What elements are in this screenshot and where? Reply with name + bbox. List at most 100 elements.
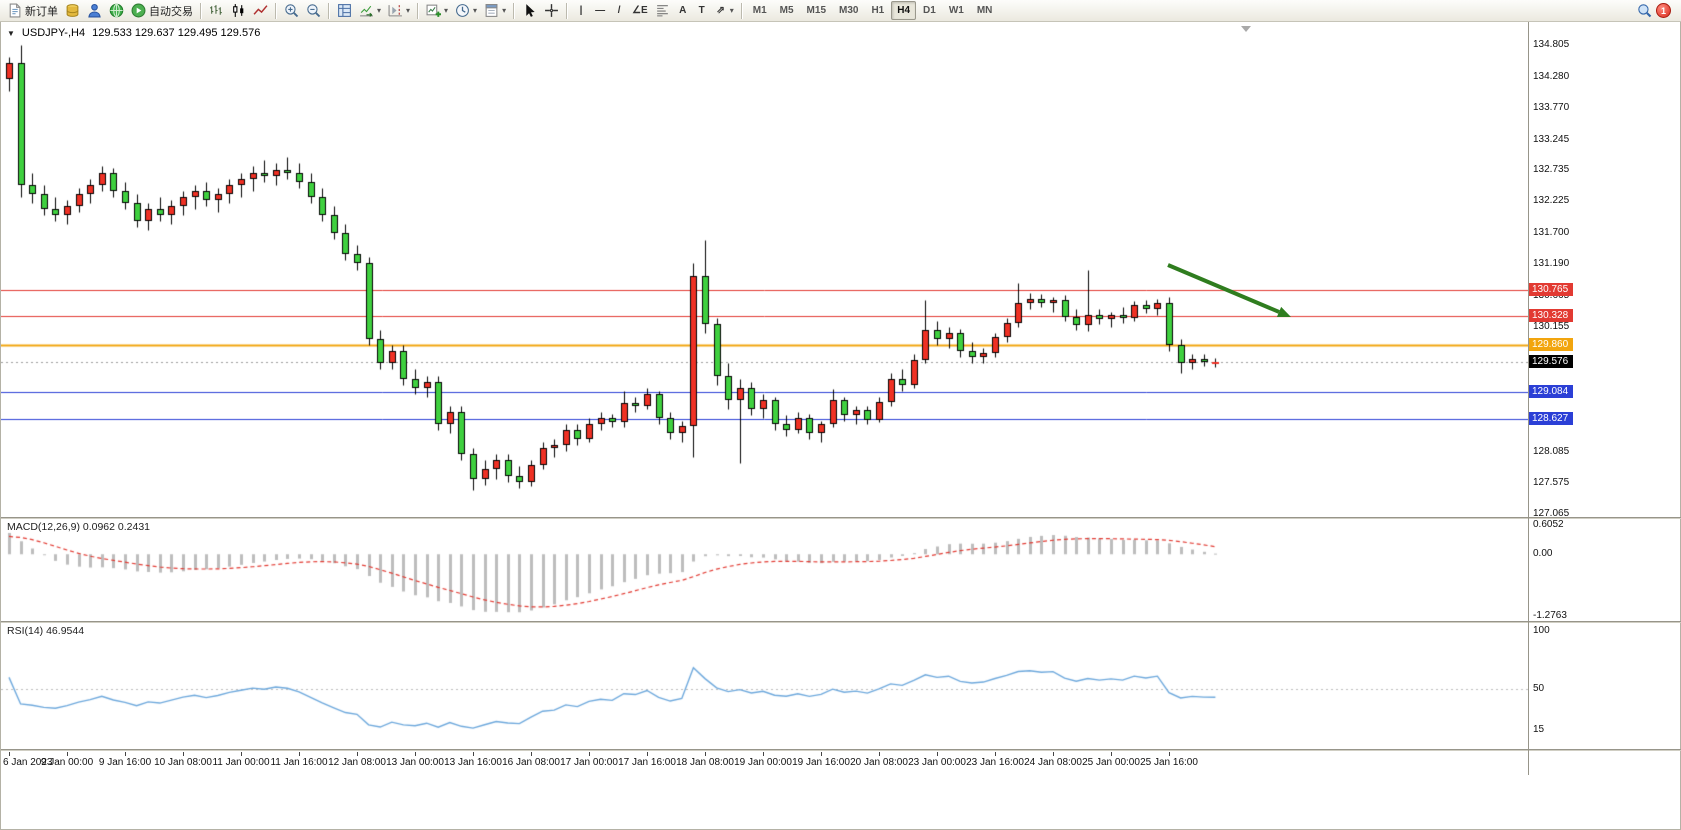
search-button[interactable]: [1634, 1, 1655, 21]
rsi-panel-canvas[interactable]: [1, 623, 1528, 749]
chart-shift-button[interactable]: ▾: [385, 1, 413, 21]
time-axis-label: 11 Jan 00:00: [212, 757, 270, 768]
time-axis-label: 9 Jan 00:00: [40, 757, 94, 768]
cursor-icon: [526, 4, 535, 17]
price-level-badge: 129.576: [1529, 355, 1573, 368]
toolbar-separator: [328, 2, 330, 19]
timeframe-m1-button[interactable]: M1: [752, 5, 767, 16]
chart-shift-marker-icon[interactable]: [1241, 26, 1251, 32]
zoom-out-button[interactable]: [303, 1, 324, 21]
time-axis-tick: [879, 752, 880, 756]
rsi-axis-tick: 15: [1533, 724, 1545, 735]
price-chart-canvas[interactable]: [1, 24, 1528, 517]
horizontal-line-button-glyph: —: [595, 5, 606, 16]
dropdown-caret-icon[interactable]: ▾: [406, 6, 411, 15]
zoom-out-icon: [307, 4, 321, 18]
bars-icon: [210, 5, 222, 15]
price-axis-tick: 132.225: [1533, 195, 1570, 206]
chart-windows-button[interactable]: [62, 1, 83, 21]
grid-icon: [338, 4, 351, 17]
text-label-button[interactable]: T: [693, 1, 711, 21]
timeframe-h1-button[interactable]: H1: [871, 5, 885, 16]
ohlc-values: 129.533 129.637 129.495 129.576: [92, 27, 261, 39]
candlestick-chart-button[interactable]: [228, 1, 249, 21]
community-button[interactable]: [106, 1, 127, 21]
periods-button[interactable]: ▾: [452, 1, 480, 21]
scroll-icon: [360, 5, 373, 17]
time-axis-label: 25 Jan 00:00: [1082, 757, 1140, 768]
dropdown-caret-icon[interactable]: ▾: [473, 6, 478, 15]
time-axis-label: 19 Jan 16:00: [792, 757, 850, 768]
dropdown-caret-icon[interactable]: ▾: [729, 6, 734, 15]
timeframe-h4-button[interactable]: H4: [891, 1, 917, 20]
time-axis-label: 17 Jan 16:00: [618, 757, 676, 768]
template-icon: [485, 4, 498, 17]
text-button[interactable]: A: [674, 1, 692, 21]
macd-panel-canvas[interactable]: [1, 519, 1528, 621]
dropdown-caret-icon[interactable]: ▾: [444, 6, 449, 15]
equidistant-channel-button-glyph: ∠E: [632, 5, 648, 16]
timeframe-w1-button[interactable]: W1: [948, 5, 964, 16]
auto-trading-button[interactable]: 自动交易: [128, 1, 196, 21]
price-axis-tick: 131.190: [1533, 258, 1570, 269]
time-axis[interactable]: 6 Jan 2023 9 Jan 00:00 9 Jan 16:00 10 Jan 0…: [1, 751, 1681, 777]
price-level-badge: 128.627: [1529, 412, 1573, 425]
new-order-button[interactable]: 新订单: [4, 1, 61, 21]
time-axis-label: 20 Jan 08:00: [850, 757, 908, 768]
dropdown-caret-icon[interactable]: ▾: [502, 6, 507, 15]
bar-chart-button[interactable]: [206, 1, 227, 21]
horizontal-line-button[interactable]: —: [591, 1, 609, 21]
arrows-button[interactable]: ⇗ ▾: [712, 1, 737, 21]
time-axis-tick: [763, 752, 764, 756]
timeframe-d1-button[interactable]: D1: [923, 5, 936, 16]
arrows-button-glyph: ⇗: [716, 5, 725, 16]
timeframe-m30-button[interactable]: M30: [839, 5, 859, 16]
new-chart-button[interactable]: ▾: [423, 1, 451, 21]
tile-windows-button[interactable]: [334, 1, 355, 21]
market-watch-button[interactable]: [84, 1, 105, 21]
time-axis-label: 6 Jan 2023: [3, 757, 53, 768]
timeframe-m5-button[interactable]: M5: [779, 5, 794, 16]
timeframe-m15-button[interactable]: M15: [806, 5, 826, 16]
trendline-button[interactable]: /: [610, 1, 628, 21]
time-axis-tick: [1111, 752, 1112, 756]
fibonacci-button[interactable]: [652, 1, 673, 21]
time-axis-label: 9 Jan 16:00: [98, 757, 152, 768]
globe-icon: [109, 3, 124, 18]
time-axis-tick: [995, 752, 996, 756]
macd-indicator-label: MACD(12,26,9) 0.0962 0.2431: [7, 521, 151, 533]
price-axis-tick: 133.245: [1533, 134, 1570, 145]
price-axis-tick: 131.700: [1533, 227, 1570, 238]
time-axis-tick: [647, 752, 648, 756]
price-axis-tick: 134.280: [1533, 71, 1570, 82]
timeframe-mn-button[interactable]: MN: [976, 5, 993, 16]
panel-separator[interactable]: [1, 749, 1681, 751]
macd-axis-tick: 0.00: [1533, 548, 1553, 559]
line-chart-button[interactable]: [250, 1, 271, 21]
templates-button[interactable]: ▾: [481, 1, 509, 21]
stack-icon: [66, 4, 79, 17]
time-axis-label: 13 Jan 16:00: [444, 757, 502, 768]
notification-badge[interactable]: 1: [1656, 3, 1671, 18]
fibo-icon: [656, 5, 668, 17]
rsi-axis-tick: 100: [1533, 625, 1550, 636]
chevron-down-icon[interactable]: ▼: [7, 28, 15, 38]
time-axis-tick: [9, 752, 10, 756]
time-axis-label: 12 Jan 08:00: [328, 757, 386, 768]
new-order-icon: [9, 3, 21, 18]
time-axis-label: 11 Jan 16:00: [270, 757, 328, 768]
cursor-button[interactable]: [519, 1, 540, 21]
vertical-line-button[interactable]: |: [572, 1, 590, 21]
dropdown-caret-icon[interactable]: ▾: [377, 6, 382, 15]
equidistant-channel-button[interactable]: ∠E: [629, 1, 651, 21]
time-axis-tick: [821, 752, 822, 756]
toolbar-separator: [566, 2, 569, 19]
zoom-in-button[interactable]: [281, 1, 302, 21]
crosshair-button[interactable]: [541, 1, 562, 21]
play-icon: [131, 3, 146, 18]
person-icon: [88, 3, 101, 18]
panel-separator[interactable]: [1, 621, 1681, 623]
time-axis-tick: [1053, 752, 1054, 756]
auto-scroll-button[interactable]: ▾: [356, 1, 384, 21]
panel-separator[interactable]: [1, 517, 1681, 519]
